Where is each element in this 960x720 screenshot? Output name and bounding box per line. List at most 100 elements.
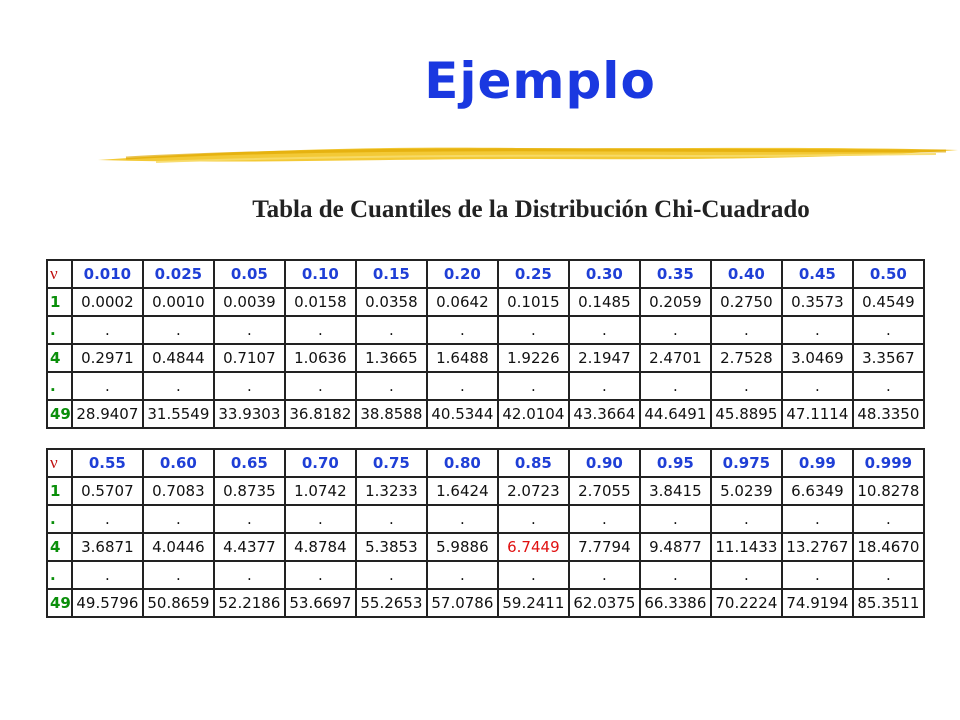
table-row: .............: [46, 560, 925, 590]
quantile-cell: 1.6488: [425, 343, 499, 373]
degrees-of-freedom-label: .: [46, 560, 73, 590]
table-row: .............: [46, 371, 925, 401]
quantile-cell: 33.9303: [212, 399, 286, 429]
quantile-cell: .: [567, 504, 641, 534]
quantile-cell: .: [283, 315, 357, 345]
quantile-cell: 5.9886: [425, 532, 499, 562]
quantile-cell: 2.7528: [709, 343, 783, 373]
probability-header: 0.15: [354, 259, 428, 289]
table-row: 4 0.2971 0.4844 0.7107 1.0636 1.3665 1.6488 1.9…: [46, 343, 925, 373]
quantile-cell: 31.5549: [141, 399, 215, 429]
quantile-cell: 0.0039: [212, 287, 286, 317]
quantile-cell: 2.1947: [567, 343, 641, 373]
quantile-cell: 4.4377: [212, 532, 286, 562]
quantile-cell: 10.8278: [851, 476, 925, 506]
quantile-cell: 3.6871: [70, 532, 144, 562]
quantile-cell: 0.0002: [70, 287, 144, 317]
quantile-cell: 1.0636: [283, 343, 357, 373]
quantile-cell: 7.7794: [567, 532, 641, 562]
quantile-cell: 0.7083: [141, 476, 215, 506]
degrees-of-freedom-label: 1: [46, 476, 73, 506]
quantile-cell: 85.3511: [851, 588, 925, 618]
quantile-cell: 11.1433: [709, 532, 783, 562]
probability-header: 0.999: [851, 448, 925, 478]
quantile-cell: .: [141, 560, 215, 590]
table-row: 1 0.0002 0.0010 0.0039 0.0158 0.0358 0.0642 0.1…: [46, 287, 925, 317]
probability-header: 0.025: [141, 259, 215, 289]
quantile-cell: 0.0158: [283, 287, 357, 317]
quantile-cell: .: [496, 560, 570, 590]
quantile-cell: .: [780, 560, 854, 590]
quantile-cell: .: [851, 371, 925, 401]
probability-header: 0.40: [709, 259, 783, 289]
probability-header: 0.90: [567, 448, 641, 478]
quantile-cell: 74.9194: [780, 588, 854, 618]
quantile-cell: .: [851, 315, 925, 345]
quantile-cell: 0.4844: [141, 343, 215, 373]
quantile-cell: 2.7055: [567, 476, 641, 506]
quantile-cell: .: [354, 315, 428, 345]
quantile-cell: 62.0375: [567, 588, 641, 618]
quantile-cell: 0.7107: [212, 343, 286, 373]
quantile-cell: 2.0723: [496, 476, 570, 506]
quantile-cell: 36.8182: [283, 399, 357, 429]
quantile-cell: 28.9407: [70, 399, 144, 429]
quantile-cell: .: [283, 504, 357, 534]
quantile-cell: 0.2059: [638, 287, 712, 317]
quantile-cell: .: [70, 504, 144, 534]
quantile-cell: .: [638, 560, 712, 590]
quantile-cell: .: [425, 504, 499, 534]
quantile-cell: .: [425, 371, 499, 401]
header-row: ν 0.55 0.60 0.65 0.70 0.75 0.80 0.85 0.90 0.95 0.9…: [46, 448, 925, 478]
quantile-cell: 1.0742: [283, 476, 357, 506]
probability-header: 0.50: [851, 259, 925, 289]
probability-header: 0.75: [354, 448, 428, 478]
quantile-cell: 0.5707: [70, 476, 144, 506]
degrees-of-freedom-label: 4: [46, 532, 73, 562]
quantile-cell: 1.9226: [496, 343, 570, 373]
quantile-cell: 55.2653: [354, 588, 428, 618]
degrees-of-freedom-label: 4: [46, 343, 73, 373]
table-row: 1 0.5707 0.7083 0.8735 1.0742 1.3233 1.6424 2.0…: [46, 476, 925, 506]
slide-title: Ejemplo: [424, 52, 656, 110]
quantile-cell: .: [567, 371, 641, 401]
probability-header: 0.60: [141, 448, 215, 478]
probability-header: 0.05: [212, 259, 286, 289]
quantile-cell: 40.5344: [425, 399, 499, 429]
quantile-cell: .: [638, 371, 712, 401]
quantile-cell: .: [354, 504, 428, 534]
quantile-cell: 44.6491: [638, 399, 712, 429]
quantile-cell: .: [709, 560, 783, 590]
quantile-cell: 70.2224: [709, 588, 783, 618]
quantile-cell: .: [283, 560, 357, 590]
nu-symbol: ν: [46, 448, 73, 478]
quantile-cell: .: [638, 504, 712, 534]
probability-header: 0.10: [283, 259, 357, 289]
quantile-cell: 42.0104: [496, 399, 570, 429]
probability-header: 0.65: [212, 448, 286, 478]
probability-header: 0.30: [567, 259, 641, 289]
quantile-cell: 48.3350: [851, 399, 925, 429]
degrees-of-freedom-label: .: [46, 371, 73, 401]
quantile-cell: .: [496, 371, 570, 401]
quantile-cell: 3.8415: [638, 476, 712, 506]
probability-header: 0.95: [638, 448, 712, 478]
quantile-cell: 18.4670: [851, 532, 925, 562]
header-row: ν 0.010 0.025 0.05 0.10 0.15 0.20 0.25 0.30 0.35 0…: [46, 259, 925, 289]
degrees-of-freedom-label: .: [46, 315, 73, 345]
quantile-cell: .: [709, 371, 783, 401]
quantile-cell: 0.1485: [567, 287, 641, 317]
quantile-cell: .: [141, 315, 215, 345]
degrees-of-freedom-label: 49: [46, 588, 73, 618]
quantile-cell: .: [354, 560, 428, 590]
quantile-cell: 0.2750: [709, 287, 783, 317]
degrees-of-freedom-label: 49: [46, 399, 73, 429]
quantile-cell: .: [709, 504, 783, 534]
quantile-cell: 3.0469: [780, 343, 854, 373]
table-row: 4 3.6871 4.0446 4.4377 4.8784 5.3853 5.9886 6.7…: [46, 532, 925, 562]
quantile-cell: 0.0642: [425, 287, 499, 317]
probability-header: 0.85: [496, 448, 570, 478]
degrees-of-freedom-label: .: [46, 504, 73, 534]
probability-header: 0.35: [638, 259, 712, 289]
quantile-cell: 0.3573: [780, 287, 854, 317]
